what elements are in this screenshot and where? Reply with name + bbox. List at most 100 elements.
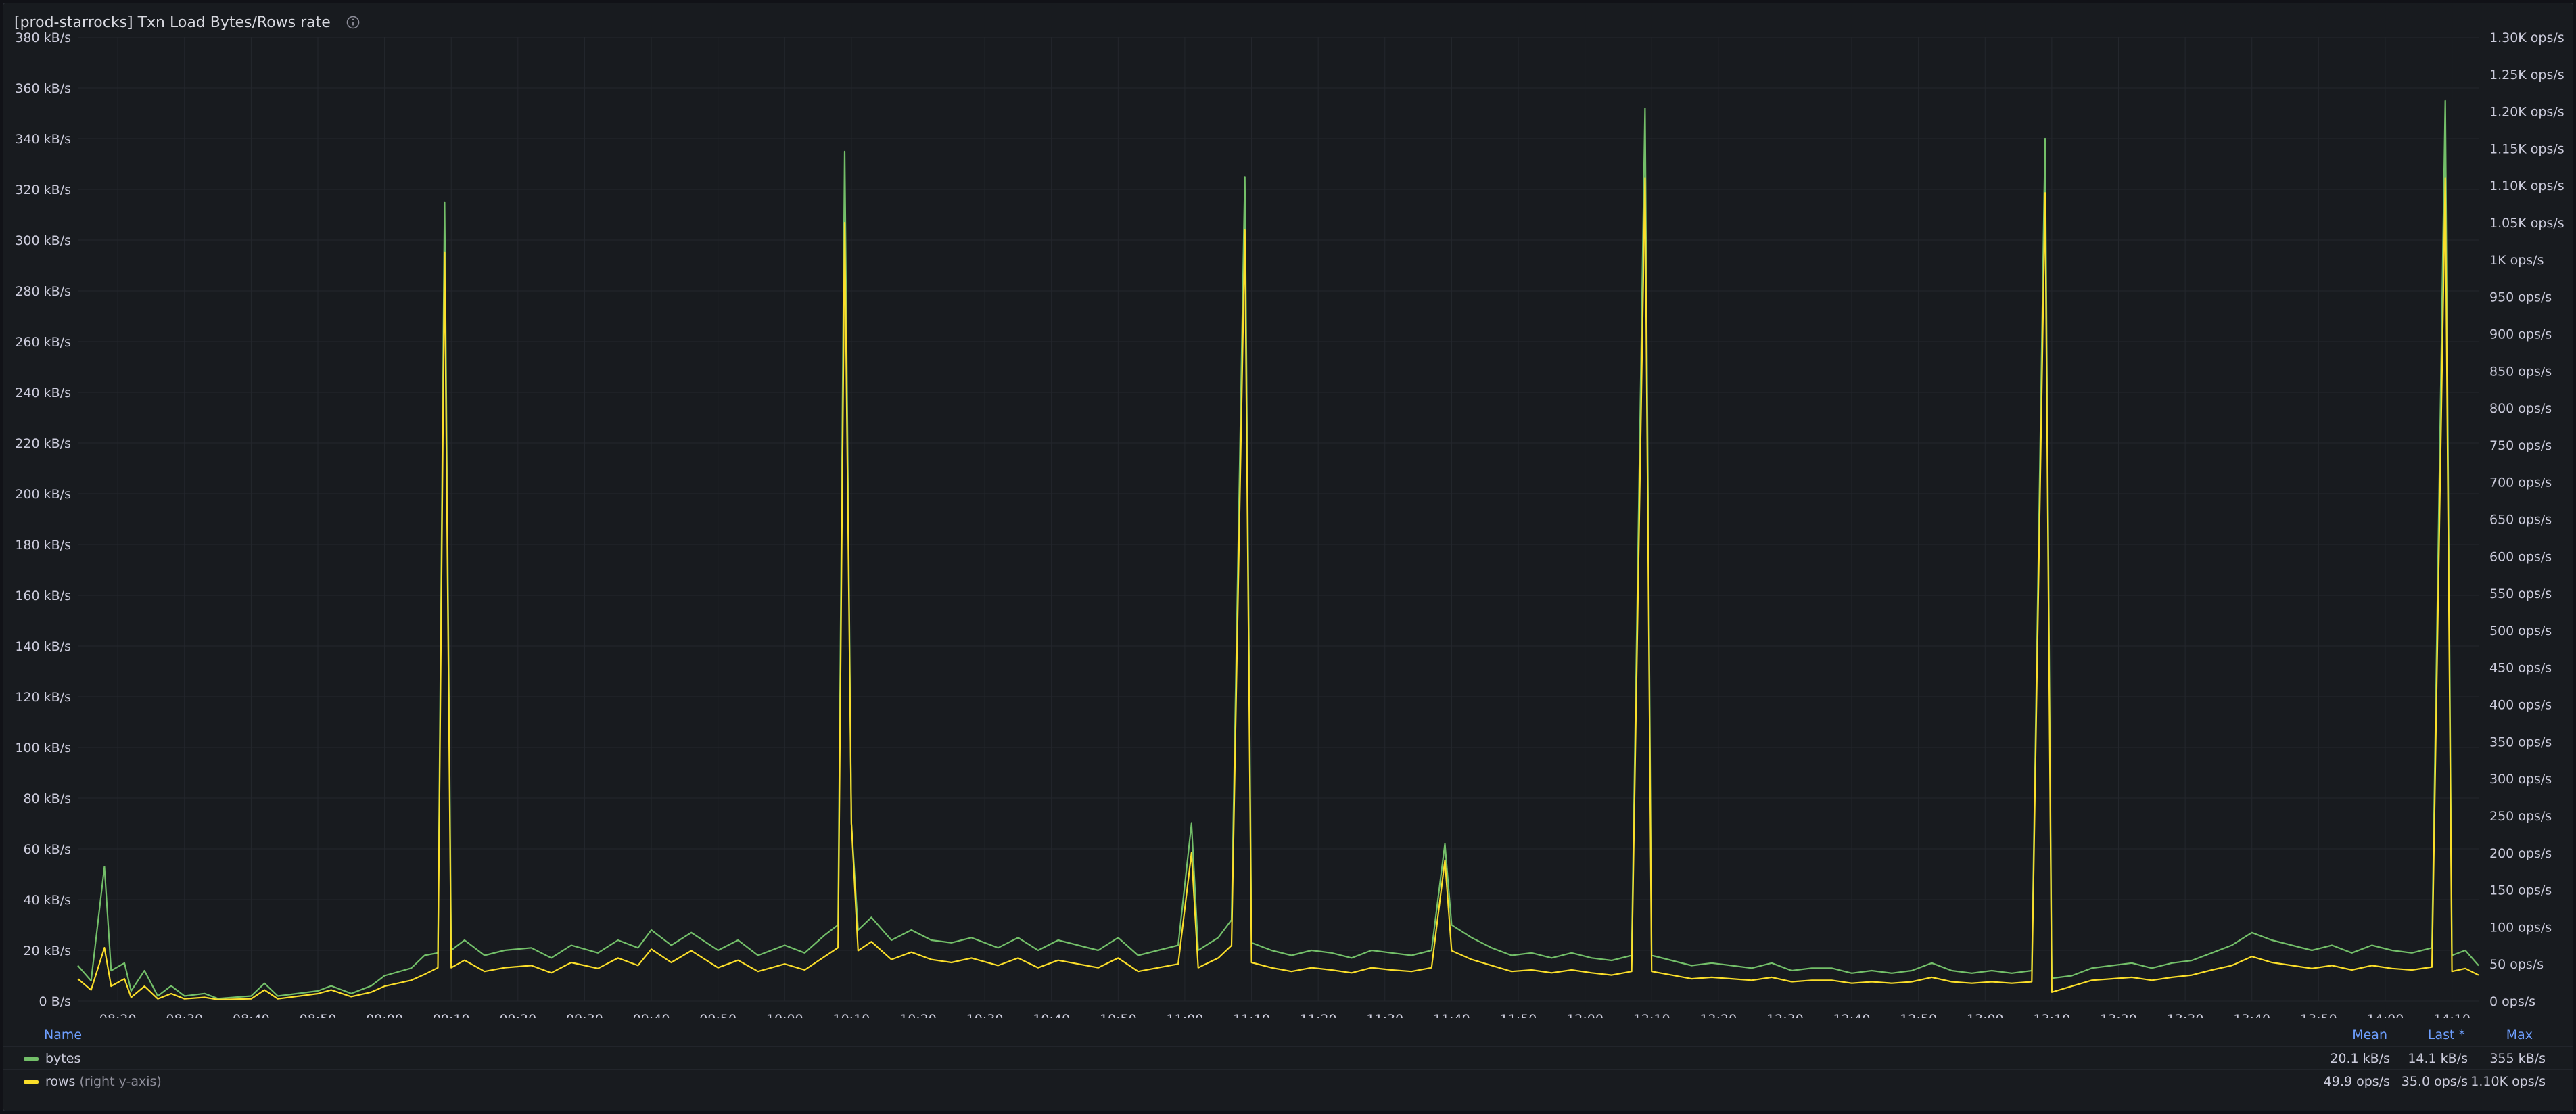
legend-series-name[interactable]: rows (right y-axis) [45,1074,162,1089]
y-tick-label-right: 500 ops/s [2489,624,2552,639]
y-tick-label-right: 1.25K ops/s [2489,68,2565,83]
y-tick-label-left: 280 kB/s [15,284,71,299]
y-tick-label-left: 140 kB/s [15,639,71,654]
x-tick-label: 10:50 [1100,1012,1137,1018]
y-tick-label-right: 200 ops/s [2489,846,2552,861]
x-tick-label: 10:10 [833,1012,870,1018]
y-tick-label-left: 100 kB/s [15,741,71,756]
legend-mean: 49.9 ops/s [2323,1074,2390,1089]
x-tick-label: 14:00 [2367,1012,2404,1018]
y-tick-label-right: 800 ops/s [2489,401,2552,416]
legend-last: 14.1 kB/s [2408,1051,2468,1066]
x-tick-label: 09:20 [499,1012,536,1018]
panel-title: [prod-starrocks] Txn Load Bytes/Rows rat… [14,14,331,31]
x-tick-label: 13:50 [2300,1012,2337,1018]
y-tick-label-left: 200 kB/s [15,487,71,502]
x-tick-label: 08:20 [99,1012,137,1018]
y-tick-label-right: 300 ops/s [2489,772,2552,787]
x-tick-label: 13:00 [1967,1012,2004,1018]
y-tick-label-right: 1.30K ops/s [2489,30,2565,45]
y-tick-label-left: 20 kB/s [23,944,71,958]
grid-lines [78,37,2479,1002]
y-tick-label-right: 900 ops/s [2489,327,2552,342]
x-tick-label: 09:30 [566,1012,603,1018]
y-tick-label-left: 220 kB/s [15,436,71,451]
x-tick-label: 08:40 [233,1012,270,1018]
y-tick-label-left: 320 kB/s [15,183,71,198]
y-tick-label-right: 350 ops/s [2489,735,2552,749]
x-tick-label: 11:40 [1433,1012,1470,1018]
y-tick-label-right: 400 ops/s [2489,698,2552,713]
legend-row-rows[interactable]: rows (right y-axis) 49.9 ops/s 35.0 ops/s… [3,1069,2573,1093]
y-tick-label-right: 50 ops/s [2489,957,2544,972]
legend-header-last[interactable]: Last * [2427,1027,2465,1042]
y-tick-label-right: 1.10K ops/s [2489,179,2565,193]
legend-max: 355 kB/s [2489,1051,2546,1066]
y-tick-label-right: 450 ops/s [2489,661,2552,676]
info-icon[interactable] [346,15,360,30]
x-tick-label: 10:40 [1033,1012,1070,1018]
x-tick-label: 10:30 [966,1012,1004,1018]
y-tick-label-right: 0 ops/s [2489,994,2535,1009]
y-tick-label-right: 100 ops/s [2489,920,2552,935]
series-swatch [24,1057,39,1061]
y-tick-label-right: 850 ops/s [2489,364,2552,379]
x-tick-label: 13:40 [2233,1012,2270,1018]
y-tick-label-left: 60 kB/s [23,842,71,857]
x-tick-label: 12:10 [1633,1012,1670,1018]
x-tick-label: 13:30 [2167,1012,2204,1018]
x-tick-label: 11:00 [1167,1012,1204,1018]
left-y-axis: 0 B/s 20 kB/s 40 kB/s 60 kB/s 80 kB/s 100 kB/… [15,30,71,1009]
y-tick-label-left: 180 kB/s [15,538,71,553]
legend-header: Name Mean Last * Max [3,1023,2573,1046]
y-tick-label-right: 1.15K ops/s [2489,141,2565,156]
y-tick-label-left: 300 kB/s [15,233,71,248]
y-tick-label-right: 1.05K ops/s [2489,216,2565,231]
legend-series-name[interactable]: bytes [45,1051,81,1066]
y-tick-label-left: 40 kB/s [23,893,71,908]
legend-mean: 20.1 kB/s [2330,1051,2390,1066]
x-tick-label: 09:50 [699,1012,736,1018]
legend-row-bytes[interactable]: bytes 20.1 kB/s 14.1 kB/s 355 kB/s [3,1046,2573,1070]
legend-header-mean[interactable]: Mean [2352,1027,2387,1042]
x-tick-label: 08:30 [166,1012,203,1018]
y-tick-label-right: 750 ops/s [2489,438,2552,453]
y-tick-label-left: 260 kB/s [15,335,71,350]
y-tick-label-right: 1.20K ops/s [2489,105,2565,120]
x-tick-label: 09:10 [433,1012,470,1018]
x-tick-label: 11:50 [1500,1012,1537,1018]
panel-header: [prod-starrocks] Txn Load Bytes/Rows rat… [14,9,360,36]
series-line-rows[interactable] [77,177,2479,1000]
y-tick-label-right: 600 ops/s [2489,549,2552,564]
y-tick-label-right: 650 ops/s [2489,513,2552,528]
legend-last: 35.0 ops/s [2401,1074,2468,1089]
x-tick-label: 12:30 [1766,1012,1804,1018]
legend-header-name[interactable]: Name [44,1027,83,1042]
legend-header-max[interactable]: Max [2506,1027,2533,1042]
x-axis: 08:20 08:30 08:40 08:50 09:00 09:10 09:20 09:30… [99,1012,2470,1018]
series-swatch [24,1080,39,1084]
x-tick-label: 11:30 [1366,1012,1403,1018]
y-tick-label-right: 250 ops/s [2489,809,2552,824]
x-tick-label: 08:50 [300,1012,337,1018]
chart-area[interactable]: 0 B/s 20 kB/s 40 kB/s 60 kB/s 80 kB/s 100 kB/… [3,3,2573,1018]
legend-max: 1.10K ops/s [2470,1074,2546,1089]
x-tick-label: 14:10 [2433,1012,2470,1018]
y-tick-label-left: 340 kB/s [15,132,71,147]
y-tick-label-left: 160 kB/s [15,588,71,603]
y-tick-label-right: 150 ops/s [2489,883,2552,898]
y-tick-label-left: 120 kB/s [15,690,71,705]
x-tick-label: 10:20 [899,1012,937,1018]
timeseries-panel: [prod-starrocks] Txn Load Bytes/Rows rat… [3,3,2573,1111]
y-tick-label-left: 380 kB/s [15,30,71,45]
y-tick-label-left: 0 B/s [39,994,71,1009]
y-tick-label-right: 1K ops/s [2489,253,2544,268]
x-tick-label: 09:00 [366,1012,403,1018]
x-tick-label: 13:20 [2100,1012,2137,1018]
x-tick-label: 12:00 [1566,1012,1603,1018]
x-tick-label: 12:20 [1700,1012,1737,1018]
x-tick-label: 12:40 [1833,1012,1871,1018]
right-y-axis: 0 ops/s 50 ops/s 100 ops/s 150 ops/s 200 ops… [2489,30,2565,1009]
x-tick-label: 12:50 [1900,1012,1937,1018]
x-tick-label: 10:00 [766,1012,803,1018]
